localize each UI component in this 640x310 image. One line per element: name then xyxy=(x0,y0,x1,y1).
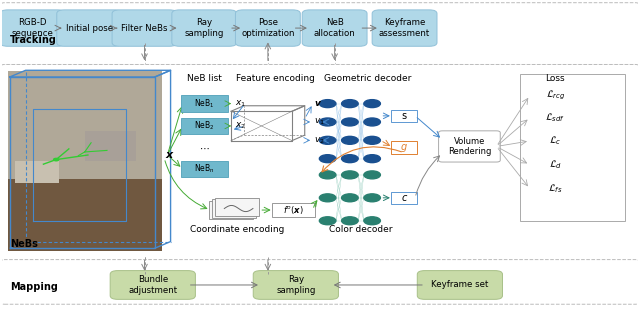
Circle shape xyxy=(319,155,336,163)
FancyBboxPatch shape xyxy=(438,131,500,162)
FancyBboxPatch shape xyxy=(0,10,65,46)
Text: Loss: Loss xyxy=(545,74,565,83)
FancyBboxPatch shape xyxy=(271,203,315,217)
FancyBboxPatch shape xyxy=(236,10,300,46)
Circle shape xyxy=(319,217,336,225)
Circle shape xyxy=(364,118,380,126)
Text: c: c xyxy=(401,193,406,203)
Circle shape xyxy=(54,158,59,161)
Text: NeB
allocation: NeB allocation xyxy=(314,18,355,38)
Circle shape xyxy=(342,118,358,126)
Bar xyxy=(84,131,136,161)
Text: $\mathcal{L}_{sdf}$: $\mathcal{L}_{sdf}$ xyxy=(545,111,565,124)
FancyBboxPatch shape xyxy=(391,109,417,122)
Text: Tracking: Tracking xyxy=(10,35,56,45)
Bar xyxy=(8,71,163,179)
FancyBboxPatch shape xyxy=(110,271,195,299)
FancyBboxPatch shape xyxy=(1,259,639,304)
Text: s: s xyxy=(401,111,406,121)
Text: Keyframe
assessment: Keyframe assessment xyxy=(379,18,430,38)
FancyBboxPatch shape xyxy=(253,271,339,299)
FancyBboxPatch shape xyxy=(1,64,639,261)
Text: $\rm NeB_n$: $\rm NeB_n$ xyxy=(194,162,214,175)
FancyBboxPatch shape xyxy=(209,201,253,219)
FancyBboxPatch shape xyxy=(180,95,228,112)
Bar xyxy=(8,179,163,251)
FancyBboxPatch shape xyxy=(216,198,259,216)
Text: $x_1$: $x_1$ xyxy=(236,98,246,109)
Circle shape xyxy=(364,155,380,163)
Circle shape xyxy=(319,136,336,144)
Text: $\mathcal{L}_{rcg}$: $\mathcal{L}_{rcg}$ xyxy=(545,89,565,102)
Text: NeB list: NeB list xyxy=(187,74,221,83)
Text: $v_1$: $v_1$ xyxy=(314,117,325,127)
FancyBboxPatch shape xyxy=(1,3,639,65)
Text: Keyframe set: Keyframe set xyxy=(431,281,488,290)
Text: Initial pose: Initial pose xyxy=(66,24,113,33)
Circle shape xyxy=(364,100,380,108)
Text: $x_2$: $x_2$ xyxy=(236,121,246,131)
Text: Ray
sampling: Ray sampling xyxy=(276,275,316,295)
Bar xyxy=(8,71,163,251)
Circle shape xyxy=(342,194,358,202)
Circle shape xyxy=(342,136,358,144)
Text: $\rm NeB_1$: $\rm NeB_1$ xyxy=(194,97,214,110)
FancyBboxPatch shape xyxy=(391,192,417,204)
Text: Volume
Rendering: Volume Rendering xyxy=(448,137,491,156)
FancyBboxPatch shape xyxy=(372,10,437,46)
Text: Pose
optimization: Pose optimization xyxy=(241,18,294,38)
Text: $\boldsymbol{x}$: $\boldsymbol{x}$ xyxy=(165,150,175,160)
Circle shape xyxy=(319,171,336,179)
Bar xyxy=(15,162,60,183)
Text: Filter NeBs: Filter NeBs xyxy=(121,24,168,33)
Text: $\boldsymbol{v}$: $\boldsymbol{v}$ xyxy=(314,99,323,108)
FancyBboxPatch shape xyxy=(302,10,367,46)
FancyBboxPatch shape xyxy=(520,74,625,221)
FancyBboxPatch shape xyxy=(417,271,502,299)
Text: g: g xyxy=(401,142,407,152)
Circle shape xyxy=(364,194,380,202)
Text: Geometric decoder: Geometric decoder xyxy=(324,74,412,83)
Circle shape xyxy=(364,136,380,144)
FancyBboxPatch shape xyxy=(180,118,228,134)
Circle shape xyxy=(364,171,380,179)
Text: $v_2$: $v_2$ xyxy=(314,135,325,146)
Text: $\mathcal{L}_c$: $\mathcal{L}_c$ xyxy=(549,135,561,147)
Text: Ray
sampling: Ray sampling xyxy=(184,18,224,38)
Circle shape xyxy=(364,217,380,225)
Text: $\mathcal{L}_{fs}$: $\mathcal{L}_{fs}$ xyxy=(548,182,563,195)
FancyBboxPatch shape xyxy=(112,10,177,46)
Text: NeBs: NeBs xyxy=(10,239,38,249)
FancyBboxPatch shape xyxy=(212,200,256,218)
Text: $\mathcal{L}_d$: $\mathcal{L}_d$ xyxy=(548,158,562,171)
Circle shape xyxy=(342,100,358,108)
Circle shape xyxy=(342,171,358,179)
FancyBboxPatch shape xyxy=(57,10,122,46)
Circle shape xyxy=(342,155,358,163)
FancyBboxPatch shape xyxy=(180,161,228,177)
Circle shape xyxy=(319,118,336,126)
Text: $\cdots$: $\cdots$ xyxy=(199,142,209,152)
Text: Feature encoding: Feature encoding xyxy=(236,74,315,83)
Text: $f^o(\boldsymbol{x})$: $f^o(\boldsymbol{x})$ xyxy=(283,204,303,216)
Text: Bundle
adjustment: Bundle adjustment xyxy=(128,275,177,295)
Text: Coordinate encoding: Coordinate encoding xyxy=(190,225,285,234)
Text: $\rm NeB_2$: $\rm NeB_2$ xyxy=(194,120,214,132)
Text: Color decoder: Color decoder xyxy=(329,224,392,233)
Circle shape xyxy=(319,194,336,202)
Text: RGB-D
sequence: RGB-D sequence xyxy=(12,18,54,38)
FancyBboxPatch shape xyxy=(391,141,417,154)
FancyBboxPatch shape xyxy=(172,10,237,46)
Text: Mapping: Mapping xyxy=(10,282,58,292)
Circle shape xyxy=(342,217,358,225)
Circle shape xyxy=(319,100,336,108)
